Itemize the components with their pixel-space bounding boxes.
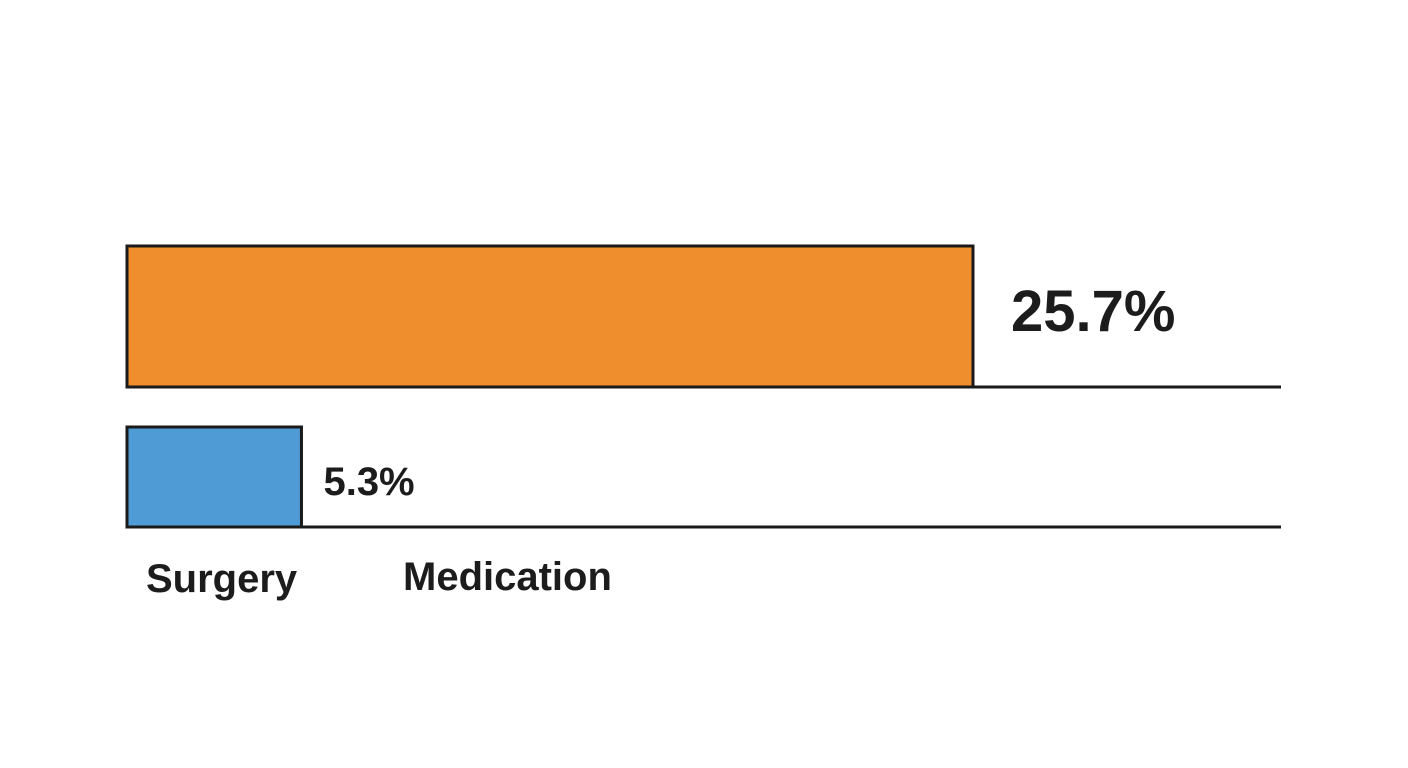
category-label-surgery: Surgery xyxy=(146,557,298,601)
value-label-medication: 5.3% xyxy=(323,460,414,504)
value-label-surgery: 25.7% xyxy=(1011,279,1175,344)
bar-surgery xyxy=(125,244,975,389)
category-label-medication: Medication xyxy=(403,555,612,599)
bar-medication xyxy=(125,425,303,529)
